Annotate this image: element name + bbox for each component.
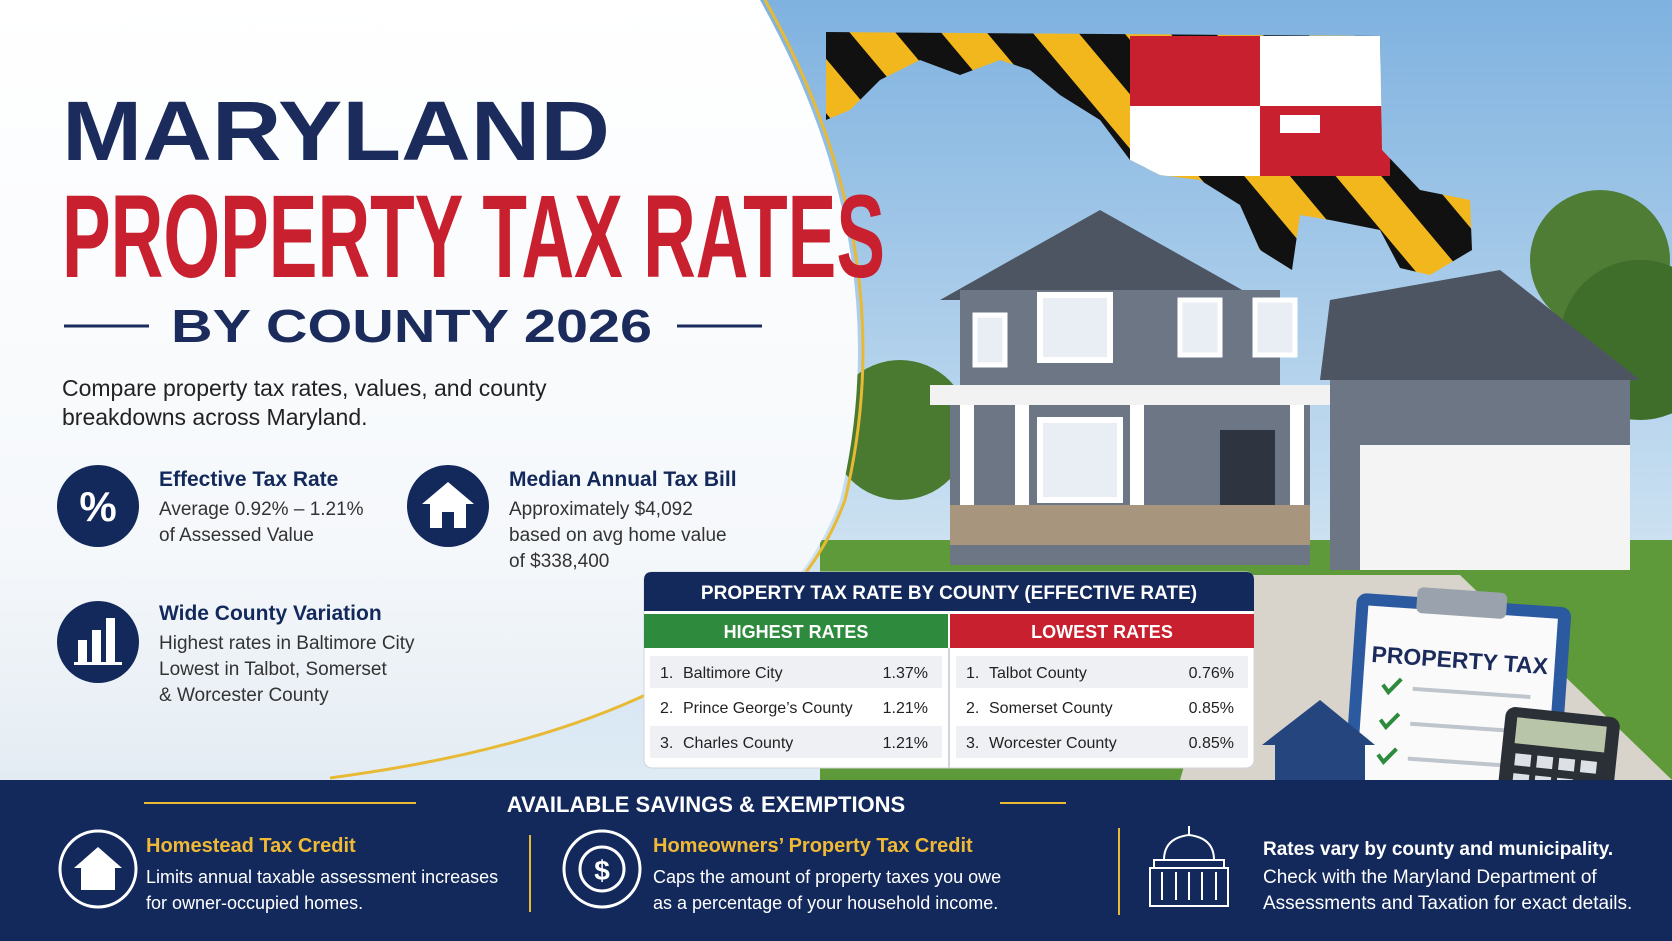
row-bg (956, 656, 1248, 688)
lowest-header (950, 614, 1254, 648)
savings-text: as a percentage of your household income… (653, 893, 998, 913)
intro: breakdowns across Maryland. (62, 404, 368, 430)
note-title: Rates vary by county and municipality. (1263, 839, 1613, 860)
stat-text: of Assessed Value (159, 525, 314, 546)
stat-title: Median Annual Tax Bill (509, 468, 737, 491)
stat-text: Approximately $4,092 (509, 499, 693, 520)
note-text: Assessments and Taxation for exact detai… (1263, 893, 1632, 914)
bar-icon (74, 618, 122, 665)
stat-text: Highest rates in Baltimore City (159, 633, 415, 654)
row-rate: 0.76% (1189, 665, 1234, 682)
title-line3: BY COUNTY 2026 (171, 300, 652, 352)
row-rate: 0.85% (1189, 735, 1234, 752)
stat-title: Effective Tax Rate (159, 468, 338, 491)
savings-band (0, 780, 1672, 941)
coin-icon (578, 845, 626, 893)
intro: Compare property tax rates, values, and … (62, 375, 547, 401)
savings-text: Limits annual taxable assessment increas… (146, 867, 498, 887)
row-county: Talbot County (989, 665, 1087, 682)
title-line1: MARYLAND (62, 84, 610, 178)
row-bg (956, 726, 1248, 758)
stat-text: Average 0.92% – 1.21% (159, 499, 364, 520)
stat-text: & Worcester County (159, 685, 329, 706)
savings-icon (562, 829, 642, 909)
savings-title: Homestead Tax Credit (146, 835, 356, 857)
stat-icon-symbol: % (79, 483, 116, 530)
column-heading: HIGHEST RATES (724, 622, 869, 642)
rate-table: PROPERTY TAX RATE BY COUNTY (EFFECTIVE R… (643, 571, 1255, 769)
row-rate: 1.21% (883, 700, 928, 717)
stat-title: Wide County Variation (159, 602, 382, 625)
row-rank: 1. (966, 665, 979, 682)
column-heading: LOWEST RATES (1031, 622, 1173, 642)
savings-icon (58, 829, 138, 909)
row-bg (650, 691, 942, 723)
row-rank: 2. (966, 700, 979, 717)
capitol-icon (1149, 826, 1229, 907)
savings-text: for owner-occupied homes. (146, 893, 363, 913)
row-rank: 2. (660, 700, 673, 717)
row-county: Worcester County (989, 735, 1117, 752)
row-rate: 1.21% (883, 735, 928, 752)
row-bg (650, 726, 942, 758)
highest-header (644, 614, 948, 648)
note-text: Check with the Maryland Department of (1263, 867, 1597, 888)
row-county: Somerset County (989, 700, 1113, 717)
row-rate: 0.85% (1189, 700, 1234, 717)
title-line2: PROPERTY TAX RATES (62, 171, 885, 303)
savings-text: Caps the amount of property taxes you ow… (653, 867, 1001, 887)
house (930, 210, 1640, 570)
table-title: PROPERTY TAX RATE BY COUNTY (EFFECTIVE R… (701, 583, 1197, 604)
row-rank: 3. (660, 735, 673, 752)
row-county: Baltimore City (683, 665, 783, 682)
coin-symbol: $ (594, 855, 610, 886)
savings-heading: AVAILABLE SAVINGS & EXEMPTIONS (507, 792, 905, 817)
house-icon (74, 847, 122, 890)
row-bg (956, 691, 1248, 723)
row-rank: 1. (660, 665, 673, 682)
stat-text: of $338,400 (509, 551, 609, 572)
blue-house (1262, 700, 1375, 790)
row-rate: 1.37% (883, 665, 928, 682)
stat-text: Lowest in Talbot, Somerset (159, 659, 387, 680)
row-rank: 3. (966, 735, 979, 752)
savings-title: Homeowners’ Property Tax Credit (653, 835, 973, 857)
row-county: Charles County (683, 735, 793, 752)
row-county: Prince George’s County (683, 700, 853, 717)
house-icon (422, 482, 474, 528)
gold-curve (329, 0, 865, 780)
house-icon-door (442, 512, 454, 528)
row-bg (650, 656, 942, 688)
stat-text: based on avg home value (509, 525, 727, 546)
stat-icon (57, 465, 139, 547)
table-title-bar (644, 572, 1254, 611)
